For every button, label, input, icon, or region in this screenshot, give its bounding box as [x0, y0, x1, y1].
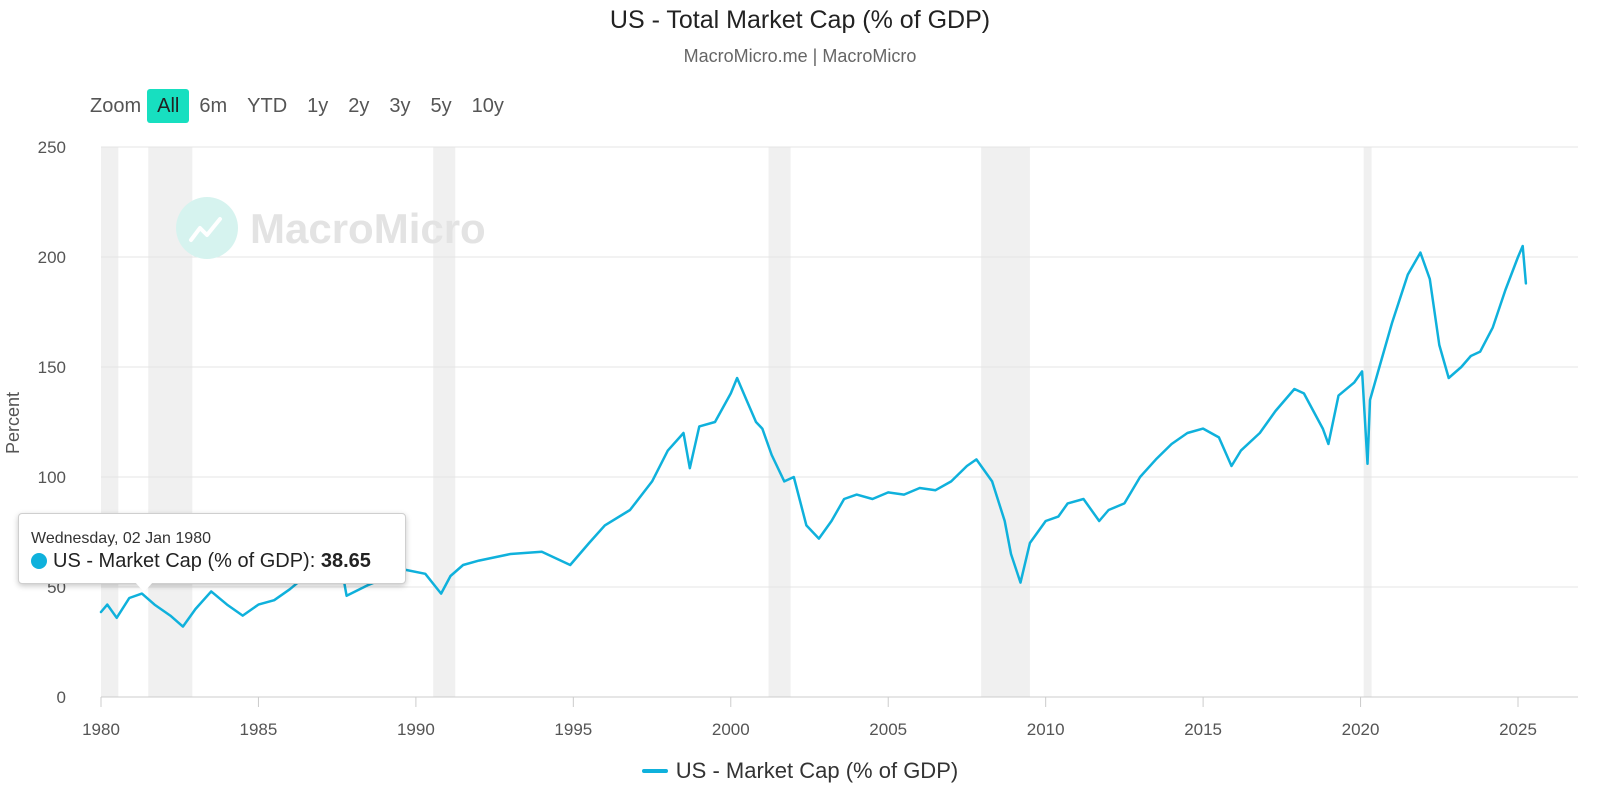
zoom-button-10y[interactable]: 10y [471, 95, 504, 117]
zoom-button-3y[interactable]: 3y [389, 95, 411, 117]
y-gridlines [101, 146, 1578, 698]
tooltip-pointer [134, 581, 154, 592]
zoom-button-2y[interactable]: 2y [348, 95, 370, 117]
x-tick-label: 2005 [869, 720, 907, 739]
x-tick-label: 2010 [1027, 720, 1065, 739]
legend-item-market-cap[interactable]: US - Market Cap (% of GDP) [641, 758, 959, 784]
x-tick-label: 1990 [397, 720, 435, 739]
x-tick-label: 1985 [240, 720, 278, 739]
chart-logo-trend [189, 217, 222, 242]
x-tick-label: 2020 [1342, 720, 1380, 739]
x-tick-label: 2000 [712, 720, 750, 739]
chart-legend: US - Market Cap (% of GDP) [0, 753, 1600, 784]
zoom-button-1y[interactable]: 1y [307, 95, 329, 117]
recession-band [981, 147, 1030, 697]
x-tick-label: 1995 [554, 720, 592, 739]
zoom-button-ytd[interactable]: YTD [247, 95, 288, 117]
data-tooltip: Wednesday, 02 Jan 1980 US - Market Cap (… [18, 513, 406, 592]
watermark-text: MacroMicro [250, 205, 486, 252]
chart-title: US - Total Market Cap (% of GDP) [609, 6, 991, 34]
recession-band [433, 147, 456, 697]
tooltip-row: US - Market Cap (% of GDP): 38.65 [31, 550, 371, 573]
zoom-button-6m[interactable]: 6m [199, 95, 228, 117]
recession-bands [101, 147, 1372, 697]
tooltip-date: Wednesday, 02 Jan 1980 [31, 530, 211, 547]
chart-logo-icon [176, 197, 238, 259]
x-tick-label: 2015 [1184, 720, 1222, 739]
recession-band [1363, 147, 1372, 697]
y-tick-label: 0 [57, 688, 66, 707]
zoom-label: Zoom [90, 94, 142, 117]
tooltip-series-name: US - Market Cap (% of GDP) [53, 550, 310, 572]
chart-subtitle: MacroMicro.me | MacroMicro [683, 46, 917, 66]
x-axis: 1980 1985 1990 1995 2000 2005 2010 2015 2020 2025 [82, 697, 1537, 739]
x-tick-label: 2025 [1499, 720, 1537, 739]
y-tick-label: 250 [38, 138, 66, 157]
legend-label: US - Market Cap (% of GDP) [675, 758, 959, 783]
tooltip-value: 38.65 [320, 550, 371, 572]
watermark: MacroMicro [176, 197, 486, 259]
legend-line-icon [641, 769, 668, 773]
y-tick-label: 200 [38, 248, 66, 267]
zoom-button-all[interactable]: All [147, 89, 190, 123]
y-tick-label: 150 [38, 358, 66, 377]
recession-band [768, 147, 791, 697]
series-dot-icon [31, 553, 47, 569]
y-tick-label: 100 [38, 468, 66, 487]
y-axis-title: Percent [3, 392, 23, 454]
x-tick-label: 1980 [82, 720, 120, 739]
zoom-range-selector: Zoom All 6m YTD 1y 2y 3y 5y 10y [90, 89, 514, 123]
zoom-button-5y[interactable]: 5y [430, 95, 452, 117]
